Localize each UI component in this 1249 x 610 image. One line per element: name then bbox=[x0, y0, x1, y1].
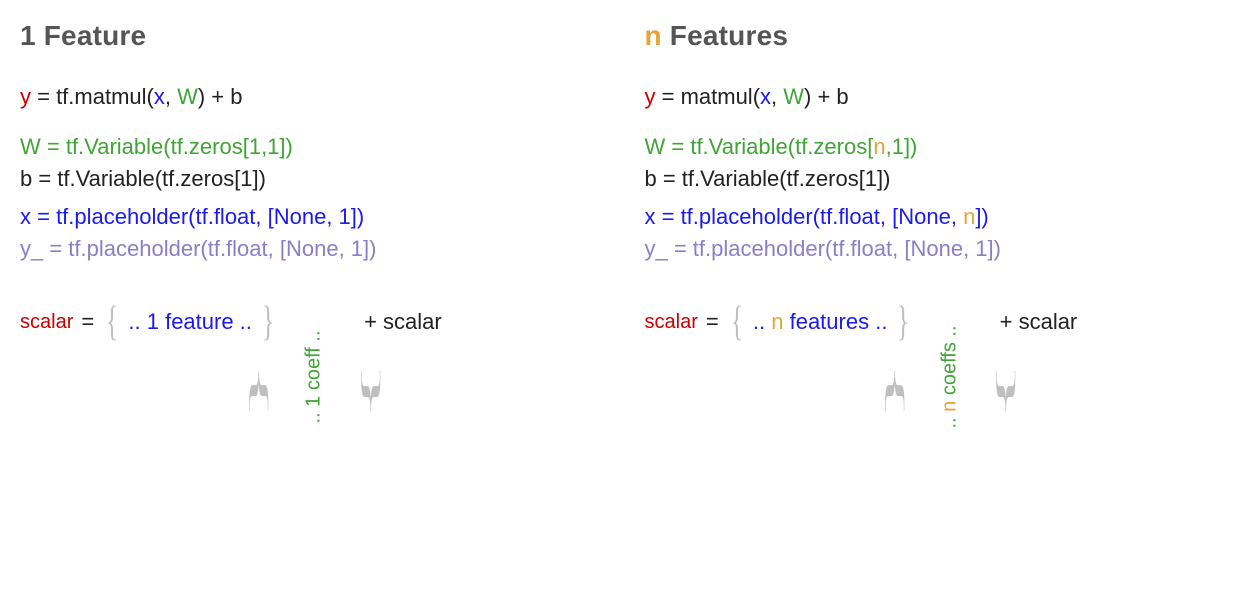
eq-equals: = bbox=[698, 309, 727, 335]
eq-coeff-vector: } .. 1 coeff .. { bbox=[284, 302, 344, 452]
eq-scalar-right: scalar bbox=[1019, 309, 1078, 334]
brace-left-icon: { bbox=[106, 302, 118, 342]
tok-W: W bbox=[783, 84, 804, 109]
feat-post: features .. bbox=[783, 309, 887, 334]
eq-equals: = bbox=[73, 309, 102, 335]
eq-plus-scalar: + scalar bbox=[350, 309, 442, 335]
eq-coeff-text: .. n coeffs .. bbox=[938, 325, 961, 428]
eq-feature-vector: { .. n features .. } bbox=[727, 302, 914, 342]
right-heading: n Features bbox=[645, 20, 1230, 52]
eq-feature-text: .. 1 feature .. bbox=[122, 309, 258, 335]
brace-right-icon: } bbox=[897, 302, 909, 342]
coeff-n: n bbox=[938, 401, 960, 412]
vbrace-bottom-icon: { bbox=[358, 359, 381, 424]
tok-close: ) + b bbox=[804, 84, 849, 109]
right-column: n Features y = matmul(x, W) + b W = tf.V… bbox=[625, 0, 1249, 610]
coeff-pre: .. bbox=[938, 412, 960, 429]
eq-coeff-vector: } .. n coeffs .. { bbox=[920, 302, 980, 452]
tok-comma: , bbox=[165, 84, 177, 109]
right-b-line: b = tf.Variable(tf.zeros[1]) bbox=[645, 166, 1230, 192]
x-n: n bbox=[963, 204, 975, 229]
eq-scalar-right: scalar bbox=[383, 309, 442, 334]
tok-comma: , bbox=[771, 84, 783, 109]
W-pre: W = tf.Variable(tf.zeros[ bbox=[645, 134, 874, 159]
tok-W: W bbox=[177, 84, 198, 109]
right-y-line: y_ = tf.placeholder(tf.float, [None, 1]) bbox=[645, 236, 1230, 262]
tok-y: y bbox=[645, 84, 656, 109]
brace-left-icon: { bbox=[731, 302, 743, 342]
heading-rest: Features bbox=[662, 20, 788, 51]
x-pre: x = tf.placeholder(tf.float, [None, bbox=[645, 204, 964, 229]
right-W-line: W = tf.Variable(tf.zeros[n,1]) bbox=[645, 134, 1230, 160]
tok-y: y bbox=[20, 84, 31, 109]
heading-n: n bbox=[645, 20, 662, 51]
vbrace-top-icon: } bbox=[247, 359, 270, 424]
tok-x: x bbox=[760, 84, 771, 109]
W-post: ,1]) bbox=[886, 134, 918, 159]
left-b-line: b = tf.Variable(tf.zeros[1]) bbox=[20, 166, 605, 192]
eq-scalar-left: scalar bbox=[20, 311, 73, 334]
right-eq-main: y = matmul(x, W) + b bbox=[645, 84, 1230, 110]
right-eq-diagram: scalar = { .. n features .. } } .. n coe… bbox=[645, 302, 1230, 452]
left-heading: 1 Feature bbox=[20, 20, 605, 52]
eq-feature-vector: { .. 1 feature .. } bbox=[102, 302, 278, 342]
feat-pre: .. bbox=[753, 309, 771, 334]
tok-assign: = matmul( bbox=[656, 84, 761, 109]
left-eq-diagram: scalar = { .. 1 feature .. } } .. 1 coef… bbox=[20, 302, 605, 452]
feat-n: n bbox=[771, 309, 783, 334]
vbrace-bottom-icon: { bbox=[994, 359, 1017, 424]
left-column: 1 Feature y = tf.matmul(x, W) + b W = tf… bbox=[0, 0, 625, 610]
eq-coeff-text: .. 1 coeff .. bbox=[303, 330, 326, 423]
left-W-line: W = tf.Variable(tf.zeros[1,1]) bbox=[20, 134, 605, 160]
right-x-line: x = tf.placeholder(tf.float, [None, n]) bbox=[645, 204, 1230, 230]
tok-x: x bbox=[154, 84, 165, 109]
tok-assign: = tf.matmul( bbox=[31, 84, 154, 109]
x-post: ]) bbox=[975, 204, 988, 229]
coeff-post: coeffs .. bbox=[938, 325, 960, 400]
eq-plus-scalar: + scalar bbox=[986, 309, 1078, 335]
brace-right-icon: } bbox=[262, 302, 274, 342]
tok-close: ) + b bbox=[198, 84, 243, 109]
eq-plus: + bbox=[364, 309, 383, 334]
left-x-line: x = tf.placeholder(tf.float, [None, 1]) bbox=[20, 204, 605, 230]
eq-plus: + bbox=[1000, 309, 1019, 334]
W-n: n bbox=[873, 134, 885, 159]
page-root: 1 Feature y = tf.matmul(x, W) + b W = tf… bbox=[0, 0, 1249, 610]
eq-scalar-left: scalar bbox=[645, 311, 698, 334]
eq-feature-text: .. n features .. bbox=[747, 309, 894, 335]
vbrace-top-icon: } bbox=[882, 359, 905, 424]
left-y-line: y_ = tf.placeholder(tf.float, [None, 1]) bbox=[20, 236, 605, 262]
left-eq-main: y = tf.matmul(x, W) + b bbox=[20, 84, 605, 110]
